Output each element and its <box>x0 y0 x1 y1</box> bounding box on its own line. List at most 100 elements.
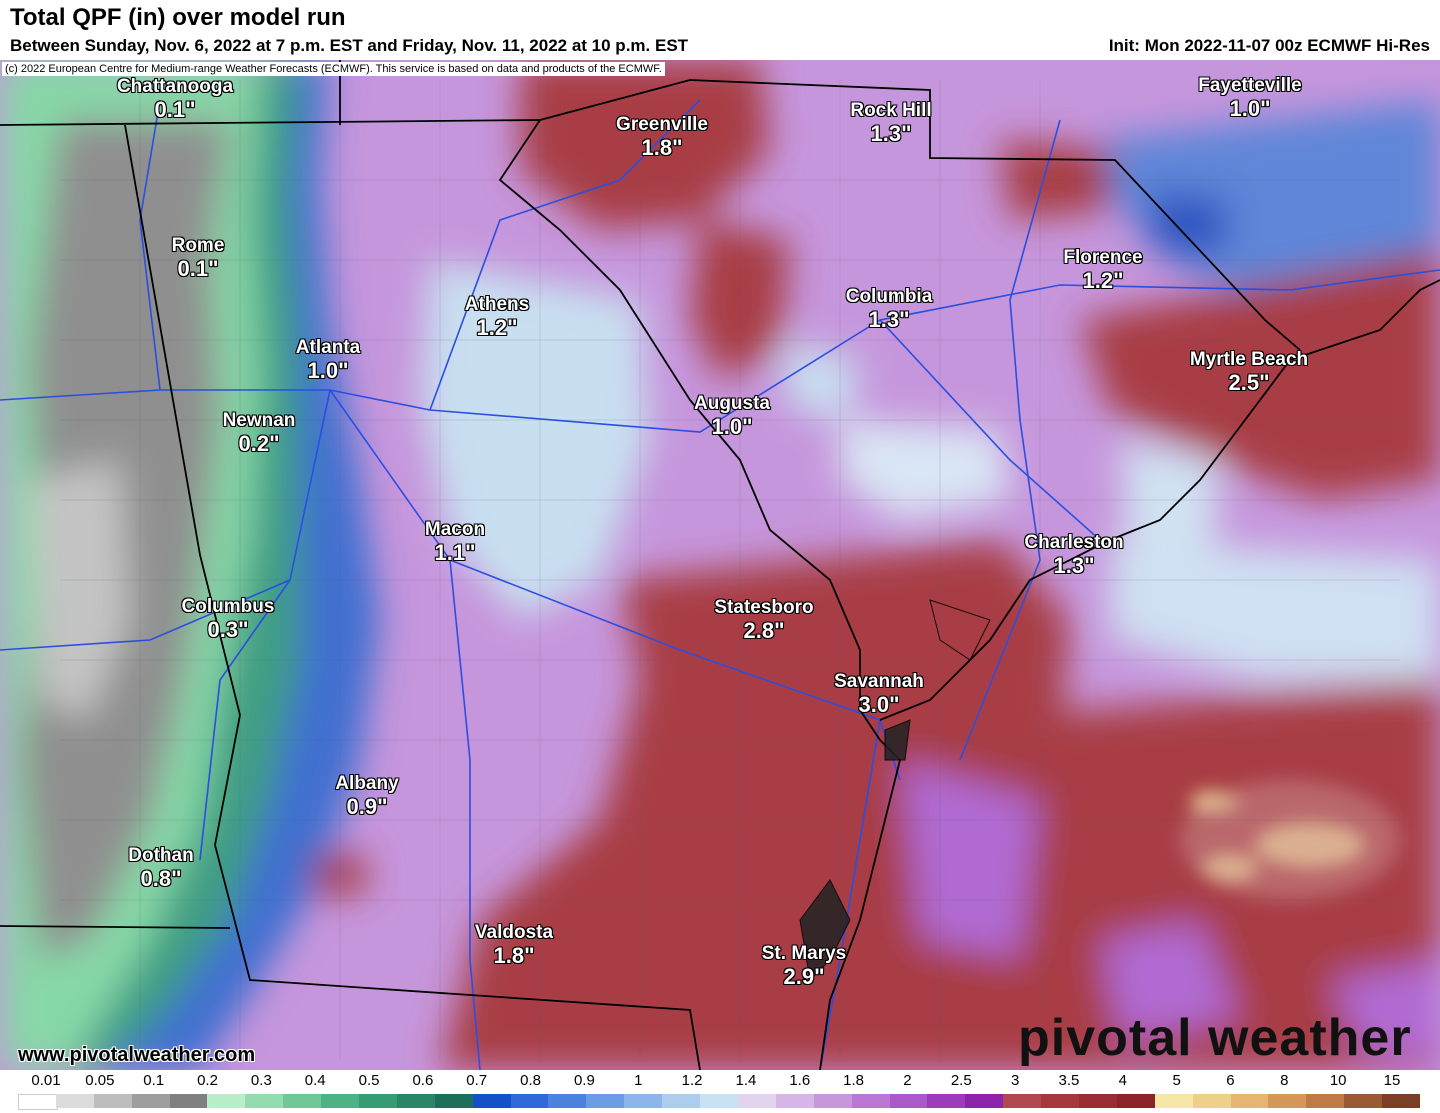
legend-swatch <box>1268 1094 1307 1108</box>
city-value: 0.2" <box>238 430 280 456</box>
legend-tick-label: 10 <box>1329 1072 1347 1089</box>
legend-tick-label: 0.5 <box>358 1072 380 1089</box>
city-name: Macon <box>424 519 486 540</box>
legend-swatch <box>93 1094 133 1108</box>
legend-swatch <box>737 1094 777 1108</box>
legend-swatch <box>1344 1094 1383 1108</box>
legend-swatch <box>169 1094 208 1108</box>
precip-shading <box>0 60 1440 1070</box>
legend-tick-label: 1.6 <box>789 1072 811 1089</box>
city-value: 0.3" <box>207 616 249 642</box>
city-label-florence: Florence 1.2" <box>1063 247 1143 293</box>
legend-swatch <box>207 1094 246 1108</box>
city-label-rock-hill: Rock Hill 1.3" <box>850 100 932 146</box>
city-label-chattanooga: Chattanooga 0.1" <box>116 76 234 122</box>
legend-swatch <box>510 1094 549 1108</box>
legend-swatch <box>245 1094 284 1108</box>
legend-tick-label: 2.5 <box>950 1072 972 1089</box>
city-label-columbus: Columbus 0.3" <box>182 596 275 642</box>
legend-swatch <box>1003 1094 1042 1108</box>
legend-swatch <box>1306 1094 1345 1108</box>
city-label-greenville: Greenville 1.8" <box>616 114 708 160</box>
legend-swatch <box>1041 1094 1080 1108</box>
legend-swatch <box>1116 1094 1156 1108</box>
legend-tick-label: 0.4 <box>304 1072 326 1089</box>
legend-tick-label: 15 <box>1383 1072 1401 1089</box>
city-value: 2.9" <box>783 963 825 989</box>
city-label-newnan: Newnan 0.2" <box>223 410 296 456</box>
city-name: Chattanooga <box>116 76 234 97</box>
city-value: 2.8" <box>743 617 785 643</box>
city-value: 3.0" <box>858 691 900 717</box>
model-init-info: Init: Mon 2022-11-07 00z ECMWF Hi-Res <box>1108 36 1430 55</box>
legend-tick-label: 1.8 <box>843 1072 865 1089</box>
legend-swatch <box>283 1094 322 1108</box>
city-value: 1.8" <box>493 942 535 968</box>
city-label-augusta: Augusta 1.0" <box>694 393 770 439</box>
legend-swatch <box>18 1094 59 1110</box>
city-value: 0.1" <box>154 96 196 122</box>
city-value: 1.3" <box>870 120 912 146</box>
city-value: 1.3" <box>1053 552 1095 578</box>
legend-swatch <box>548 1094 587 1108</box>
city-name: Columbia <box>845 286 933 307</box>
city-value: 0.8" <box>140 865 182 891</box>
legend-tick-label: 0.3 <box>250 1072 272 1089</box>
watermark-url: www.pivotalweather.com <box>18 1044 256 1066</box>
city-value: 1.3" <box>868 306 910 332</box>
legend-swatch <box>775 1094 815 1108</box>
map-canvas <box>0 60 1440 1070</box>
city-value: 1.2" <box>1082 267 1124 293</box>
header: Total QPF (in) over model run Between Su… <box>0 0 1440 60</box>
legend-tick-label: 3.5 <box>1058 1072 1080 1089</box>
legend-tick-label: 0.6 <box>412 1072 434 1089</box>
city-label-dothan: Dothan 0.8" <box>128 845 193 891</box>
city-name: Greenville <box>616 114 708 135</box>
city-label-fayetteville: Fayetteville 1.0" <box>1198 75 1302 121</box>
map-title: Total QPF (in) over model run <box>10 4 346 31</box>
city-label-valdosta: Valdosta 1.8" <box>475 922 553 968</box>
state-borders <box>0 60 1440 1070</box>
legend-swatch <box>321 1094 360 1108</box>
city-name: Athens <box>464 294 530 315</box>
legend-tick-label: 8 <box>1280 1072 1289 1089</box>
city-name: Atlanta <box>295 337 361 358</box>
city-label-st-marys: St. Marys 2.9" <box>761 943 847 989</box>
coastal-islands <box>799 599 991 982</box>
legend-swatch <box>851 1094 890 1108</box>
legend-swatch <box>1230 1094 1269 1108</box>
legend-swatch <box>1154 1094 1194 1108</box>
legend-tick-label: 0.7 <box>466 1072 488 1089</box>
pivotal-weather-logo: pivotal weather <box>1018 1009 1412 1067</box>
legend-swatch <box>1192 1094 1232 1108</box>
legend-tick-label: 5 <box>1172 1072 1181 1089</box>
city-label-myrtle-beach: Myrtle Beach 2.5" <box>1190 349 1308 395</box>
legend-swatch <box>813 1094 853 1108</box>
city-name: Florence <box>1063 247 1143 268</box>
color-legend: 0.01 0.05 0.1 0.2 0.3 0.4 0.5 0.6 0.7 0.8 0.9 1 1.2 1… <box>0 1070 1440 1113</box>
city-name: Rock Hill <box>850 100 932 121</box>
city-name: Augusta <box>694 393 770 414</box>
heavy-precip-pockets <box>1180 780 1400 900</box>
city-name: St. Marys <box>761 943 847 964</box>
legend-swatch <box>131 1094 171 1108</box>
city-value: 1.0" <box>1229 95 1271 121</box>
legend-tick-label: 6 <box>1226 1072 1235 1089</box>
legend-tick-label: 0.01 <box>31 1072 61 1089</box>
city-name: Fayetteville <box>1198 75 1302 96</box>
legend-swatch <box>662 1094 701 1108</box>
city-label-columbia: Columbia 1.3" <box>845 286 933 332</box>
city-label-albany: Albany 0.9" <box>335 773 398 819</box>
city-label-charleston: Charleston 1.3" <box>1024 532 1123 578</box>
city-value: 1.1" <box>434 539 476 565</box>
legend-swatch <box>472 1094 512 1108</box>
city-value: 2.5" <box>1228 369 1270 395</box>
city-label-statesboro: Statesboro 2.8" <box>714 597 813 643</box>
city-label-savannah: Savannah 3.0" <box>834 671 924 717</box>
legend-swatch <box>434 1094 474 1108</box>
legend-tick-label: 1.4 <box>735 1072 757 1089</box>
legend-tick-label: 2 <box>903 1072 912 1089</box>
precipitation-map[interactable] <box>0 60 1440 1070</box>
legend-tick-label: 0.1 <box>143 1072 165 1089</box>
copyright-notice: (c) 2022 European Centre for Medium-rang… <box>2 62 665 76</box>
